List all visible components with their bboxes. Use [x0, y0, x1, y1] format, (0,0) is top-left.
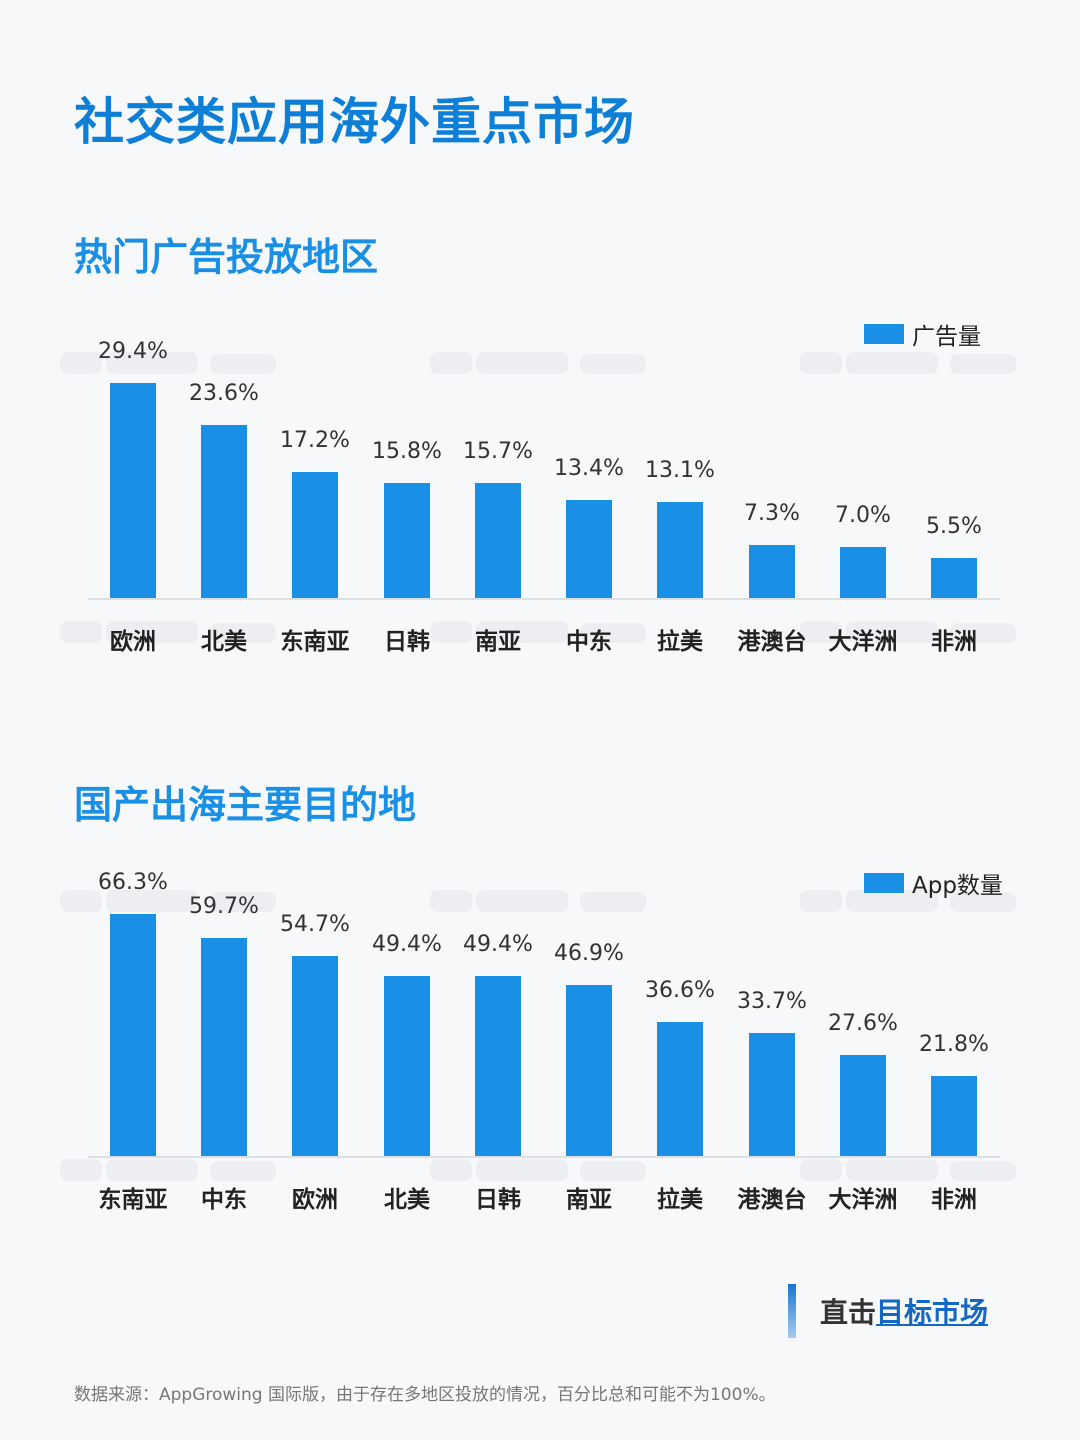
data-label: 29.4%	[98, 339, 168, 365]
bar	[384, 482, 430, 598]
data-label: 46.9%	[554, 940, 624, 966]
x-tick-label: 大洋洲	[828, 1187, 898, 1213]
bar	[201, 938, 247, 1156]
watermark-logo	[60, 621, 276, 643]
watermark-logo	[800, 1159, 1016, 1181]
bar	[931, 1076, 977, 1156]
legend-swatch	[864, 324, 904, 344]
x-tick-label: 欧洲	[292, 1187, 338, 1213]
watermark-logo	[800, 352, 1016, 374]
accent-bar	[788, 1284, 796, 1338]
data-label: 15.7%	[463, 439, 533, 465]
data-label: 7.3%	[744, 500, 800, 526]
watermark-logo	[800, 890, 1016, 912]
bar	[292, 472, 338, 598]
bar	[201, 425, 247, 598]
chart-2-title: 国产出海主要目的地	[74, 783, 417, 827]
data-label: 66.3%	[98, 870, 168, 895]
bar	[931, 557, 977, 598]
watermark-logo	[430, 621, 646, 643]
x-axis-line	[88, 598, 1000, 600]
data-label: 5.5%	[926, 513, 982, 539]
data-label: 59.7%	[189, 894, 259, 920]
data-label: 33.7%	[737, 988, 807, 1014]
x-tick-label: 日韩	[475, 1187, 521, 1213]
data-label: 27.6%	[828, 1011, 898, 1037]
x-tick-label: 大洋洲	[828, 629, 898, 655]
x-tick-label: 拉美	[657, 629, 703, 655]
x-tick-label: 非洲	[931, 1187, 977, 1213]
legend-label: 广告量	[912, 324, 981, 350]
x-tick-label: 日韩	[384, 629, 430, 655]
x-tick-label: 港澳台	[737, 1187, 807, 1213]
data-label: 54.7%	[280, 912, 350, 938]
data-label: 17.2%	[280, 428, 350, 454]
x-tick-label: 中东	[201, 1187, 247, 1213]
target-market-cta[interactable]: 直击 目标市场	[788, 1284, 988, 1338]
bar	[110, 914, 156, 1156]
bar	[475, 975, 521, 1156]
page-title: 社交类应用海外重点市场	[74, 93, 635, 151]
chart-1-title: 热门广告投放地区	[74, 235, 379, 279]
x-tick-label: 南亚	[475, 629, 521, 655]
bar	[384, 975, 430, 1156]
bar	[110, 383, 156, 598]
bar	[566, 984, 612, 1156]
data-label: 36.6%	[645, 978, 715, 1004]
x-tick-label: 南亚	[566, 1187, 612, 1213]
watermark-logo	[60, 890, 276, 912]
legend: App数量	[864, 866, 1003, 900]
legend-label: App数量	[912, 873, 1003, 899]
legend: 广告量	[864, 317, 981, 351]
bar	[840, 546, 886, 598]
x-tick-label: 港澳台	[737, 629, 807, 655]
bar	[840, 1055, 886, 1156]
data-label: 7.0%	[835, 502, 891, 528]
bar	[657, 502, 703, 598]
x-tick-label: 北美	[201, 629, 247, 655]
bar	[749, 1032, 795, 1156]
watermark-logo	[430, 890, 646, 912]
bar	[566, 500, 612, 598]
x-axis-line	[88, 1156, 1000, 1158]
watermark-logo	[430, 1159, 646, 1181]
x-tick-label: 东南亚	[98, 1187, 168, 1213]
bar	[749, 544, 795, 598]
watermark-logo	[800, 621, 1016, 643]
watermark-logo	[60, 1159, 276, 1181]
x-tick-label: 东南亚	[280, 629, 350, 655]
x-tick-label: 中东	[566, 629, 612, 655]
data-label: 21.8%	[919, 1032, 989, 1058]
x-tick-label: 非洲	[931, 629, 977, 655]
data-label: 23.6%	[189, 381, 259, 407]
legend-swatch	[864, 873, 904, 893]
cta-link[interactable]: 目标市场	[876, 1296, 989, 1329]
bar	[475, 483, 521, 598]
bar	[657, 1022, 703, 1156]
data-label: 49.4%	[463, 931, 533, 957]
watermark-logo	[430, 352, 646, 374]
x-tick-label: 欧洲	[110, 629, 156, 655]
watermark-logo	[60, 352, 276, 374]
x-tick-label: 北美	[384, 1187, 430, 1213]
bar	[292, 956, 338, 1156]
data-label: 15.8%	[372, 438, 442, 464]
footnote: 数据来源：AppGrowing 国际版，由于存在多地区投放的情况，百分比总和可能…	[74, 1385, 776, 1405]
x-tick-label: 拉美	[657, 1187, 703, 1213]
cta-prefix: 直击	[820, 1296, 877, 1329]
data-label: 13.1%	[645, 458, 715, 484]
data-label: 13.4%	[554, 456, 624, 482]
data-label: 49.4%	[372, 931, 442, 957]
